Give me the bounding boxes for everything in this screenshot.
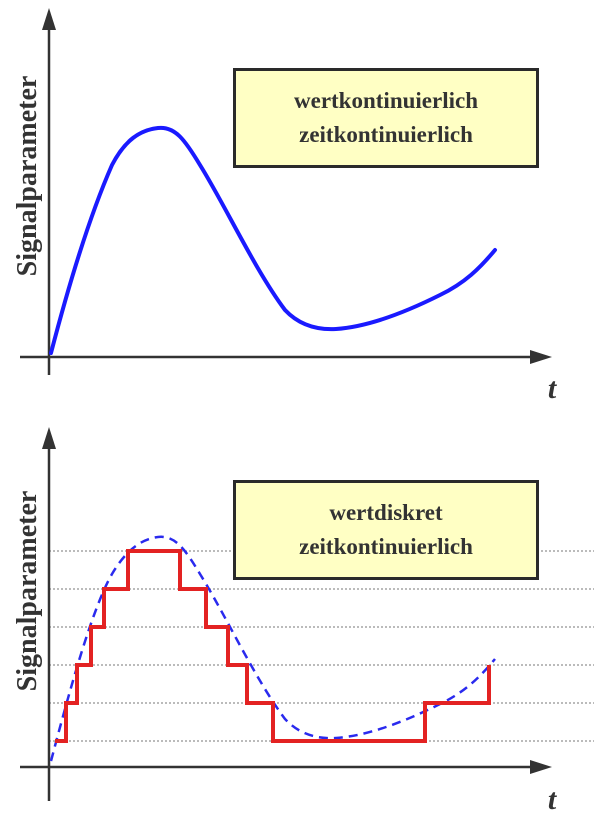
x-axis-arrow <box>530 350 552 364</box>
discrete-signal-plot: Signalparameter t <box>12 427 594 816</box>
y-axis-arrow <box>42 427 56 449</box>
continuous-signal-plot: Signalparameter t <box>12 8 558 405</box>
x-axis-arrow <box>530 760 552 774</box>
signal-type-box: wertdiskret zeitkontinuierlich <box>233 480 539 580</box>
continuous-signal-diagram: Signalparameter t wertkontinuierlich zei… <box>12 8 558 405</box>
time-axis-label: t <box>548 783 558 816</box>
continuous-signal-curve <box>49 125 497 355</box>
box-line-value: wertdiskret <box>329 500 443 525</box>
quantized-step-signal <box>55 549 491 743</box>
box-line-value: wertkontinuierlich <box>294 88 478 113</box>
y-axis-arrow <box>42 8 56 30</box>
signal-type-box: wertkontinuierlich zeitkontinuierlich <box>233 68 539 168</box>
y-axis-label: Signalparameter <box>12 76 43 277</box>
y-axis-label: Signalparameter <box>12 491 43 692</box>
box-line-time: zeitkontinuierlich <box>299 534 473 559</box>
box-line-time: zeitkontinuierlich <box>299 122 473 147</box>
discrete-signal-diagram: Signalparameter t wertdiskret zeitkontin… <box>0 409 594 818</box>
time-axis-label: t <box>548 372 558 405</box>
